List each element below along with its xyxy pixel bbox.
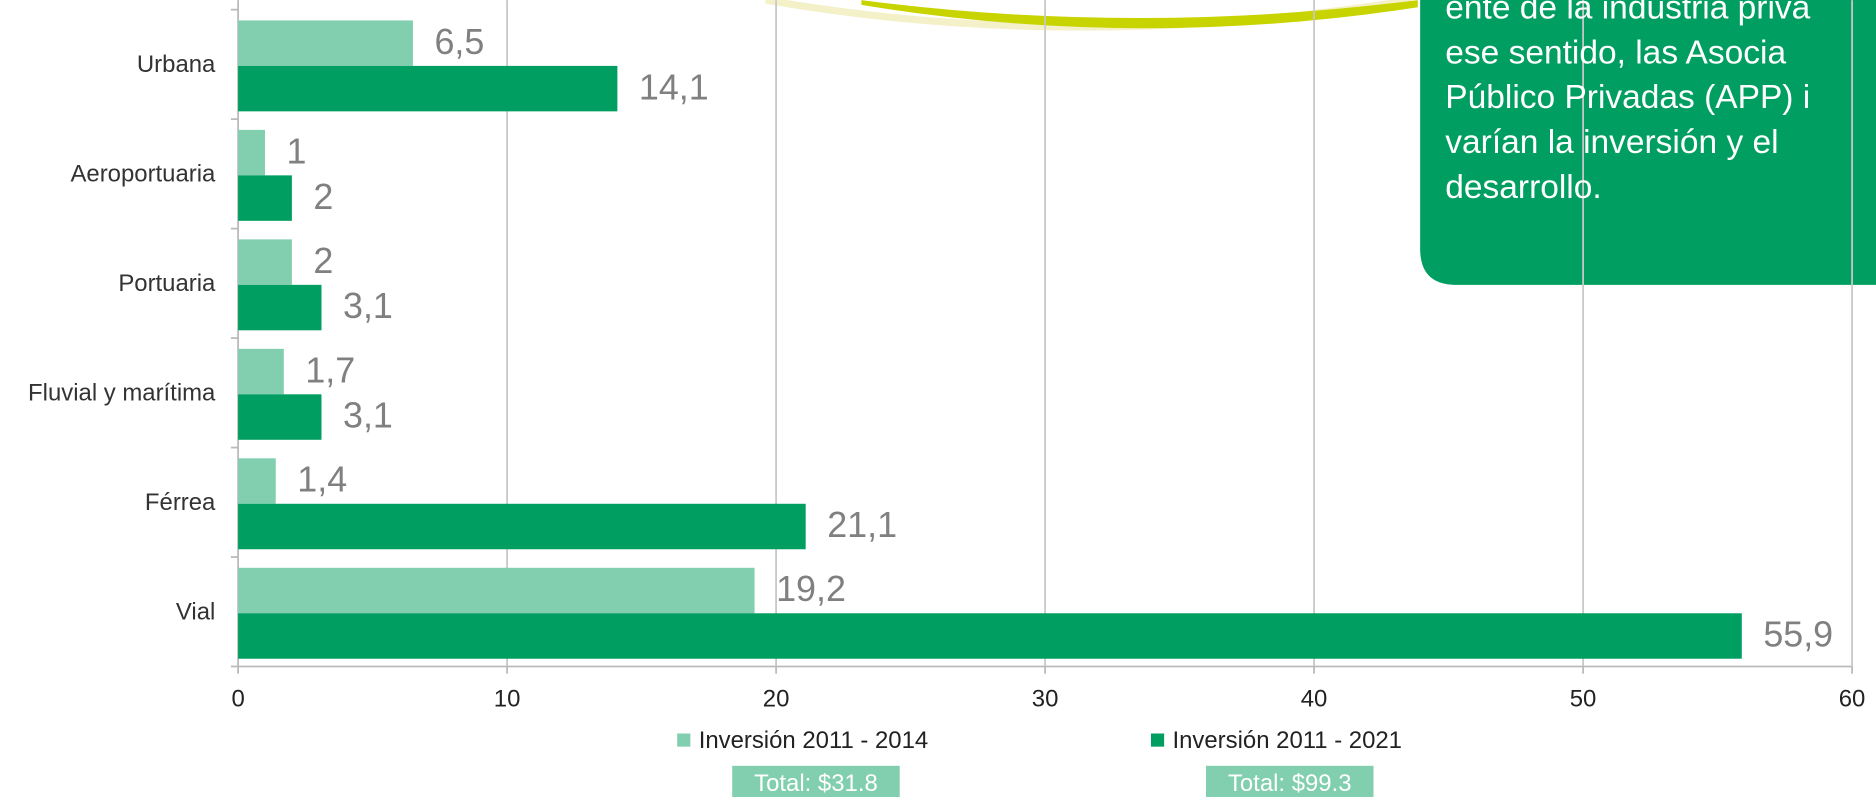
bar bbox=[238, 130, 265, 175]
x-tick-label: 0 bbox=[231, 685, 244, 712]
value-label: 3,1 bbox=[343, 396, 393, 436]
total-label: Total: $31.8 bbox=[754, 770, 878, 797]
value-label: 1,4 bbox=[297, 460, 347, 500]
legend-swatch bbox=[1151, 734, 1164, 747]
bar bbox=[238, 239, 292, 284]
bar bbox=[238, 504, 806, 549]
bar bbox=[238, 394, 321, 439]
bar bbox=[238, 458, 276, 503]
value-label: 1 bbox=[287, 131, 307, 171]
value-label: 1,7 bbox=[305, 350, 355, 390]
value-label: 55,9 bbox=[1763, 615, 1833, 655]
legend-swatch bbox=[677, 734, 690, 747]
bar bbox=[238, 66, 617, 111]
x-tick-label: 30 bbox=[1032, 685, 1059, 712]
bar bbox=[238, 285, 321, 330]
y-tick-label: Portuaria bbox=[118, 270, 216, 297]
bar bbox=[238, 349, 284, 394]
callout-text: Público Privadas (APP) i bbox=[1445, 79, 1810, 116]
page: {"chart_data": {"type": "hbar", "categor… bbox=[0, 0, 1876, 797]
y-tick-label: Fluvial y marítima bbox=[28, 380, 216, 407]
value-label: 14,1 bbox=[639, 67, 709, 107]
bar bbox=[238, 175, 292, 220]
value-label: 2 bbox=[313, 177, 333, 217]
callout-text: ente de la industria priva bbox=[1445, 0, 1810, 27]
total-label: Total: $99.3 bbox=[1228, 770, 1352, 797]
value-label: 19,2 bbox=[776, 569, 846, 609]
value-label: 6,5 bbox=[434, 22, 484, 62]
legend-label: Inversión 2011 - 2014 bbox=[699, 727, 928, 754]
y-tick-label: Vial bbox=[176, 599, 215, 626]
x-tick-label: 20 bbox=[763, 685, 790, 712]
bar bbox=[238, 613, 1742, 658]
value-label: 3,1 bbox=[343, 286, 393, 326]
legend-label: Inversión 2011 - 2021 bbox=[1173, 727, 1402, 754]
callout-text: desarrollo. bbox=[1445, 169, 1601, 206]
value-label: 21,1 bbox=[827, 505, 897, 545]
callout-text: ese sentido, las Asocia bbox=[1445, 34, 1786, 71]
value-label: 2 bbox=[313, 241, 333, 281]
y-tick-label: Férrea bbox=[145, 489, 216, 516]
x-tick-label: 40 bbox=[1301, 685, 1328, 712]
y-tick-label: Urbana bbox=[137, 51, 216, 78]
x-tick-label: 60 bbox=[1839, 685, 1866, 712]
y-tick-label: Aeroportuaria bbox=[70, 161, 216, 188]
bar bbox=[238, 20, 413, 65]
callout-text: varían la inversión y el bbox=[1445, 124, 1778, 161]
bar bbox=[238, 568, 754, 613]
chart: 0 10 20 30 40 50 60 Urbana 6,5 14,1 Aeroportuaria 1… bbox=[0, 0, 1876, 797]
x-tick-label: 50 bbox=[1570, 685, 1597, 712]
x-tick-label: 10 bbox=[494, 685, 521, 712]
